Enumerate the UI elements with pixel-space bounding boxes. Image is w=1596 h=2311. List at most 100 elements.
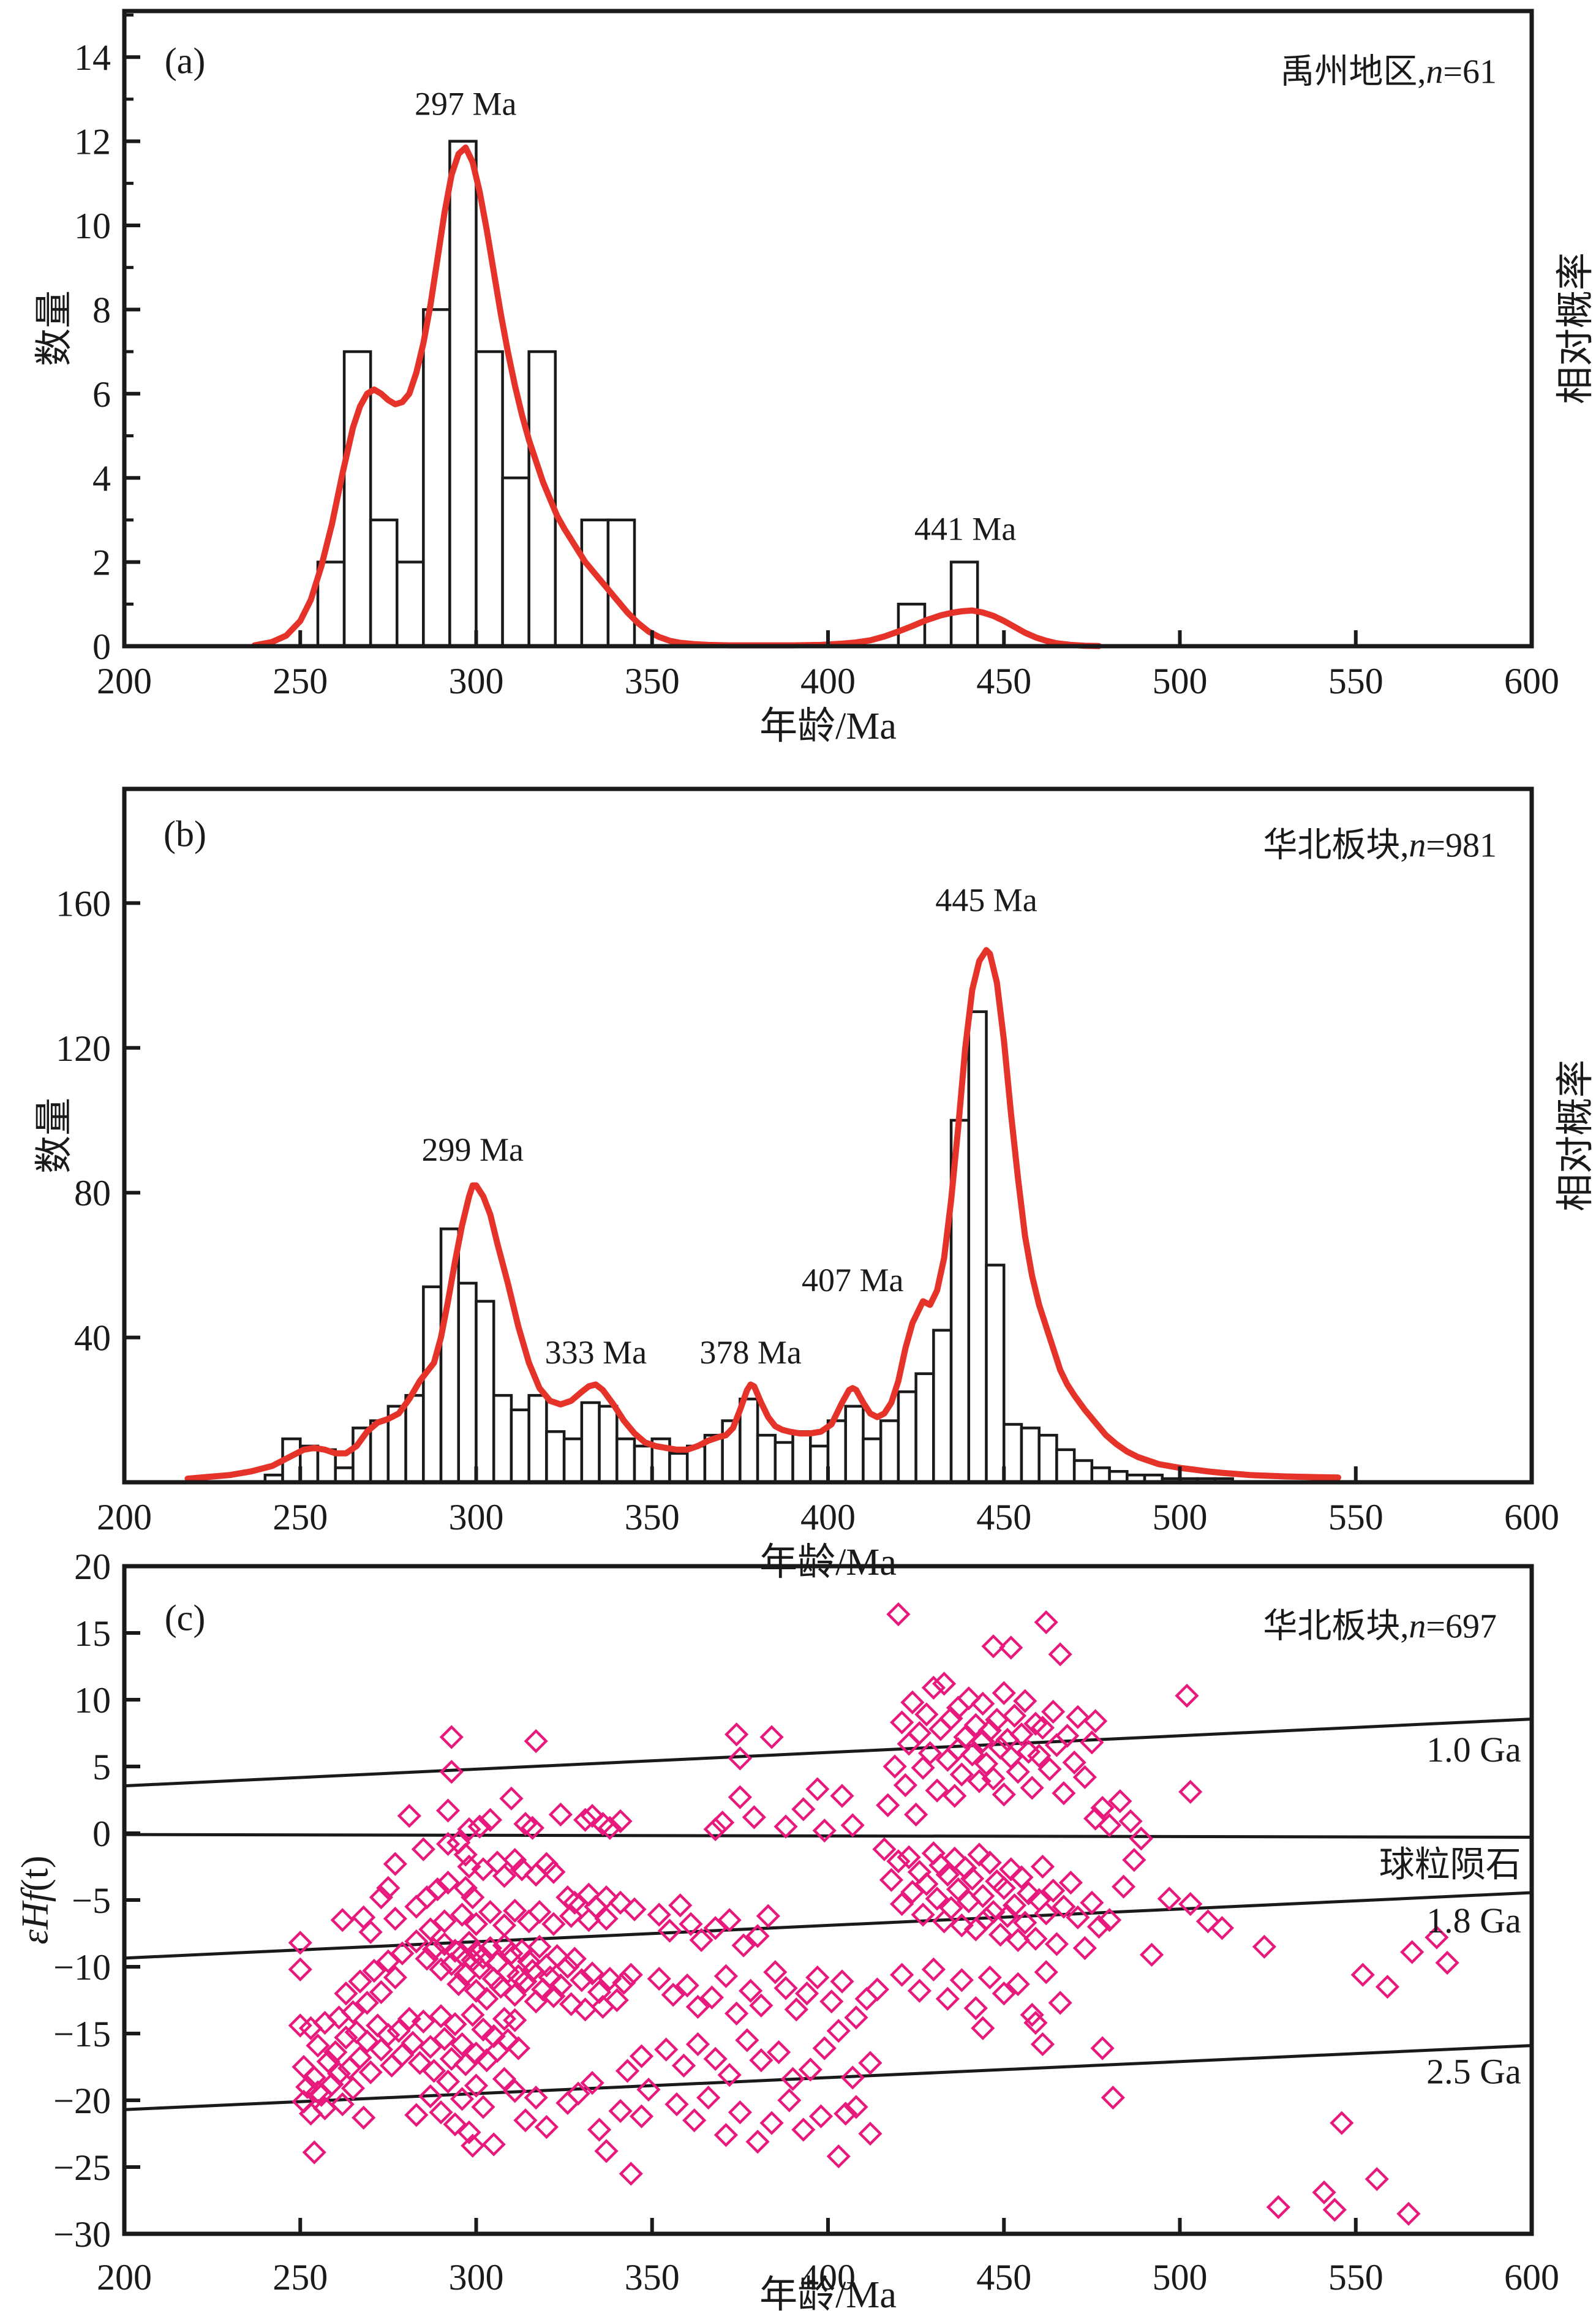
scatter-point	[960, 1866, 985, 1891]
scatter-point	[1002, 1703, 1027, 1728]
panel-b-title-count: =981	[1426, 826, 1497, 865]
scatter-point	[481, 2132, 506, 2157]
scatter-point	[527, 1934, 552, 1959]
scatter-point	[362, 1958, 386, 1983]
x-tick-label-c: 350	[625, 2257, 680, 2298]
scatter-point	[594, 1906, 619, 1931]
scatter-point	[475, 1986, 499, 2011]
scatter-point	[461, 2133, 485, 2158]
scatter-point	[495, 2028, 520, 2053]
peak-label-b: 333 Ma	[545, 1334, 647, 1371]
y-tick-label-a: 6	[92, 374, 111, 415]
panel-c-ylabel: εHf(t)	[14, 1856, 58, 1945]
x-tick-label-b: 550	[1328, 1497, 1383, 1537]
scatter-point	[383, 1965, 407, 1990]
plot-frame-b	[122, 786, 1534, 1485]
y-tick-label-b: 120	[56, 1028, 111, 1069]
scatter-point	[517, 1909, 541, 1934]
histogram-bar-b	[334, 1466, 355, 1484]
scatter-point	[376, 1876, 401, 1900]
histogram-bar-a	[395, 560, 425, 648]
scatter-point	[495, 1960, 520, 1985]
scatter-point	[1052, 1894, 1076, 1919]
scatter-point	[858, 2051, 883, 2075]
scatter-point	[971, 1691, 995, 1716]
scatter-point	[358, 2060, 383, 2084]
scatter-point	[774, 1976, 798, 2000]
scatter-point	[914, 1872, 939, 1896]
scatter-point	[453, 1842, 478, 1867]
panel-c-ylabel-eps: ε	[14, 1929, 56, 1945]
scatter-point	[999, 1857, 1023, 1882]
histogram-bar-b	[492, 1393, 513, 1484]
scatter-point	[1080, 1730, 1104, 1755]
histogram-bar-b	[985, 1264, 1006, 1484]
x-tick-label-b: 500	[1153, 1497, 1208, 1537]
panel-a-xlabel: 年龄/Ma	[759, 706, 897, 747]
panel-a-letter: (a)	[164, 40, 206, 81]
scatter-point	[411, 1837, 435, 1861]
scatter-point	[503, 1898, 527, 1923]
scatter-point	[425, 1877, 450, 1902]
scatter-point	[840, 2065, 865, 2090]
scatter-point	[988, 1923, 1013, 1947]
y-tick-label-c: −5	[72, 1880, 111, 1921]
scatter-point	[1129, 1827, 1153, 1851]
scatter-point	[654, 2037, 679, 2062]
peak-label-a: 441 Ma	[914, 511, 1017, 548]
scatter-point	[1052, 1781, 1076, 1806]
scatter-point	[830, 1969, 854, 1994]
scatter-point	[302, 2065, 326, 2090]
x-tick-label-b: 600	[1504, 1497, 1559, 1537]
peak-label-b: 445 Ma	[935, 881, 1037, 918]
y-tick-label-a: 2	[92, 543, 111, 583]
scatter-point	[946, 1877, 971, 1902]
scatter-point	[1097, 1908, 1122, 1932]
scatter-point	[953, 1725, 977, 1749]
scatter-point	[977, 1965, 1002, 1990]
evolution-line-2	[124, 1891, 1532, 1960]
scatter-point	[699, 1985, 725, 2010]
scatter-point	[925, 1778, 949, 1803]
scatter-point	[784, 1997, 808, 2022]
scatter-point	[1425, 1925, 1449, 1950]
scatter-point	[435, 1798, 461, 1823]
scatter-point	[879, 1868, 904, 1892]
panel-a-title-count: =61	[1443, 53, 1497, 91]
x-tick-label-c: 250	[273, 2257, 328, 2298]
panel-a-title: 禹州地区,n=61	[1280, 44, 1497, 94]
scatter-point	[520, 1815, 545, 1840]
scatter-point	[1034, 1610, 1058, 1635]
scatter-point	[464, 2041, 489, 2066]
scatter-point	[330, 2092, 355, 2117]
scatter-point	[1013, 1910, 1037, 1935]
x-tick-label-a: 600	[1504, 661, 1559, 701]
scatter-point	[897, 1845, 921, 1869]
scatter-point	[890, 1962, 914, 1987]
scatter-point	[1080, 1890, 1104, 1915]
y-tick-label-a: 8	[92, 290, 111, 330]
scatter-point	[604, 1988, 629, 2013]
scatter-point	[461, 1885, 485, 1910]
x-tick-label-a: 550	[1328, 661, 1383, 701]
scatter-point	[713, 2123, 739, 2147]
scatter-point	[598, 1815, 622, 1840]
x-tick-label-b: 250	[273, 1497, 328, 1537]
panel-c-title-text: 华北板块,	[1263, 1607, 1409, 1646]
scatter-point	[411, 2009, 435, 2034]
scatter-point	[1055, 1724, 1080, 1748]
peak-label-a: 297 Ma	[415, 86, 517, 123]
histogram-bar-b	[1037, 1433, 1058, 1484]
scatter-point	[439, 1725, 464, 1749]
scatter-point	[1030, 2032, 1055, 2057]
scatter-point	[1037, 1757, 1062, 1781]
scatter-point	[1122, 1847, 1146, 1872]
panel-b-title: 华北板块,n=981	[1263, 818, 1497, 867]
scatter-point	[886, 1849, 911, 1874]
scatter-point	[636, 2077, 661, 2102]
histogram-bar-b	[897, 1390, 917, 1484]
histogram-bar-a	[475, 350, 504, 648]
scatter-point	[573, 1808, 598, 1832]
scatter-point	[499, 1786, 524, 1811]
